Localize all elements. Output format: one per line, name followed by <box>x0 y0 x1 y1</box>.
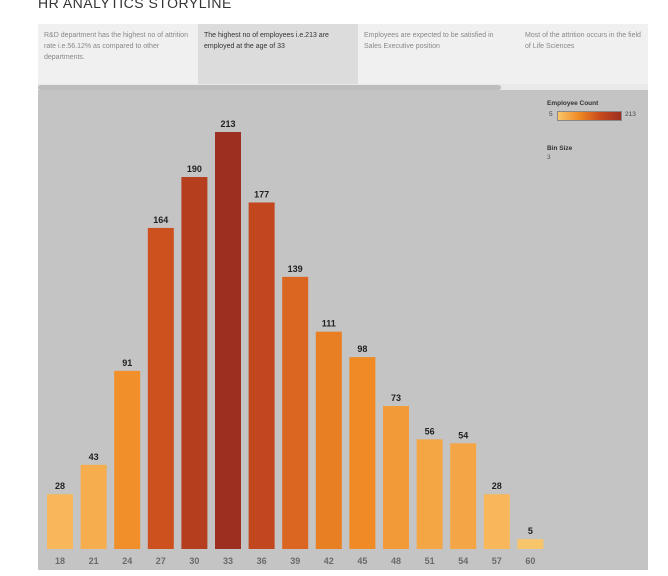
data-label-51: 56 <box>425 426 435 436</box>
story-point-4[interactable]: Most of the attrition occurs in the fiel… <box>519 24 648 84</box>
story-navigator: R&D department has the highest no of att… <box>38 24 648 84</box>
x-tick-42: 42 <box>324 556 334 566</box>
bin-size-title: Bin Size <box>547 145 573 152</box>
bar-age-24[interactable] <box>114 370 141 549</box>
x-tick-51: 51 <box>425 556 435 566</box>
chart-area: 28 18 43 21 91 24 164 27 190 30 213 33 177 36 139 39 111… <box>38 90 648 570</box>
x-tick-30: 30 <box>189 556 199 566</box>
data-label-18: 28 <box>55 481 65 491</box>
legend-title: Employee Count <box>547 100 599 107</box>
x-tick-24: 24 <box>122 556 132 566</box>
color-ramp <box>557 111 622 121</box>
data-label-33: 213 <box>220 119 235 129</box>
x-tick-27: 27 <box>156 556 166 566</box>
bar-age-39[interactable] <box>282 276 309 549</box>
x-tick-33: 33 <box>223 556 233 566</box>
x-tick-18: 18 <box>55 556 65 566</box>
bar-age-36[interactable] <box>248 202 275 549</box>
x-tick-36: 36 <box>257 556 267 566</box>
bar-age-21[interactable] <box>80 464 107 549</box>
bar-age-42[interactable] <box>315 331 342 549</box>
x-tick-54: 54 <box>458 556 468 566</box>
story-point-1-text: R&D department has the highest no of att… <box>44 32 188 61</box>
x-tick-48: 48 <box>391 556 401 566</box>
bar-age-48[interactable] <box>383 406 409 549</box>
x-tick-60: 60 <box>525 556 535 566</box>
bin-size-value: 3 <box>547 154 551 161</box>
story-point-2[interactable]: The highest no of employees i.e.213 are … <box>198 24 358 84</box>
x-tick-45: 45 <box>357 556 367 566</box>
bar-age-45[interactable] <box>349 357 376 549</box>
data-label-21: 43 <box>89 452 99 462</box>
page-title: HR ANALYTICS STORYLINE <box>38 0 232 11</box>
data-label-27: 164 <box>153 215 168 225</box>
data-label-60: 5 <box>528 526 533 536</box>
data-label-24: 91 <box>122 358 132 368</box>
data-label-30: 190 <box>187 164 202 174</box>
color-legend: Employee Count 5 213 Bin Size 3 <box>547 100 647 161</box>
legend-max: 213 <box>625 111 636 118</box>
x-tick-57: 57 <box>492 556 502 566</box>
x-tick-21: 21 <box>89 556 99 566</box>
x-tick-39: 39 <box>290 556 300 566</box>
bar-age-57[interactable] <box>483 494 510 549</box>
story-scrollbar[interactable] <box>38 84 648 90</box>
legend-ramp-row: 5 213 <box>547 109 647 121</box>
data-label-54: 54 <box>458 430 468 440</box>
story-point-1[interactable]: R&D department has the highest no of att… <box>38 24 198 84</box>
data-label-42: 111 <box>322 319 336 329</box>
data-label-36: 177 <box>254 189 269 199</box>
bar-age-27[interactable] <box>147 227 174 550</box>
bar-age-60[interactable] <box>517 539 544 549</box>
data-label-57: 28 <box>492 481 502 491</box>
story-point-3[interactable]: Employees are expected to be satisfied i… <box>358 24 518 84</box>
bar-age-54[interactable] <box>450 443 477 549</box>
bar-age-33[interactable] <box>215 132 241 549</box>
bar-age-30[interactable] <box>181 177 208 549</box>
bar-age-51[interactable] <box>416 439 443 549</box>
data-label-48: 73 <box>391 393 401 403</box>
story-point-2-text: The highest no of employees i.e.213 are … <box>204 32 329 50</box>
age-histogram: 28 18 43 21 91 24 164 27 190 30 213 33 177 36 139 39 111… <box>47 119 544 566</box>
bar-age-18[interactable] <box>47 494 73 549</box>
data-label-39: 139 <box>288 264 303 274</box>
story-scrollbar-thumb[interactable] <box>38 85 501 90</box>
data-label-45: 98 <box>357 344 367 354</box>
story-point-4-text: Most of the attrition occurs in the fiel… <box>525 32 641 50</box>
legend-min: 5 <box>549 111 553 118</box>
story-point-3-text: Employees are expected to be satisfied i… <box>364 32 494 50</box>
